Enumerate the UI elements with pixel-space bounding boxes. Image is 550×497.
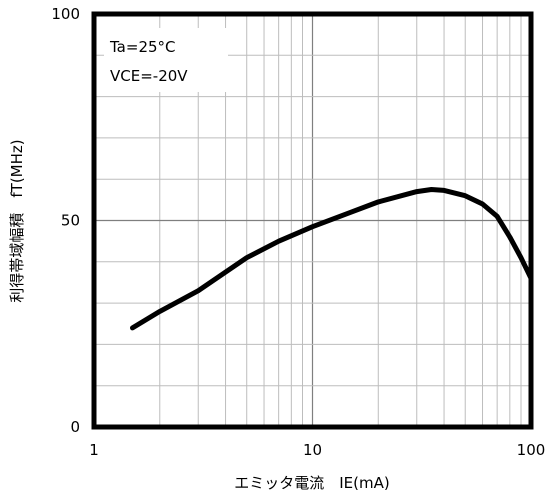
annotation-vce: VCE=-20V — [110, 67, 188, 85]
y-tick-label: 100 — [51, 5, 80, 23]
series-group — [130, 187, 534, 331]
y-tick-label: 0 — [70, 418, 80, 436]
x-tick-labels: 1 10 100 — [89, 441, 545, 459]
series-line — [130, 187, 534, 331]
x-tick-label: 1 — [89, 441, 99, 459]
annotation-box — [104, 28, 228, 92]
y-tick-label: 50 — [61, 212, 80, 230]
x-axis-label: エミッタ電流 IE(mA) — [234, 474, 389, 492]
annotation-temperature: Ta=25°C — [109, 38, 176, 56]
x-tick-label: 100 — [517, 441, 546, 459]
x-tick-label: 10 — [303, 441, 322, 459]
y-tick-labels: 0 50 100 — [51, 5, 80, 436]
y-axis-label: 利得帯域幅積 fT(MHz) — [8, 139, 26, 302]
plot-frame — [91, 11, 534, 430]
